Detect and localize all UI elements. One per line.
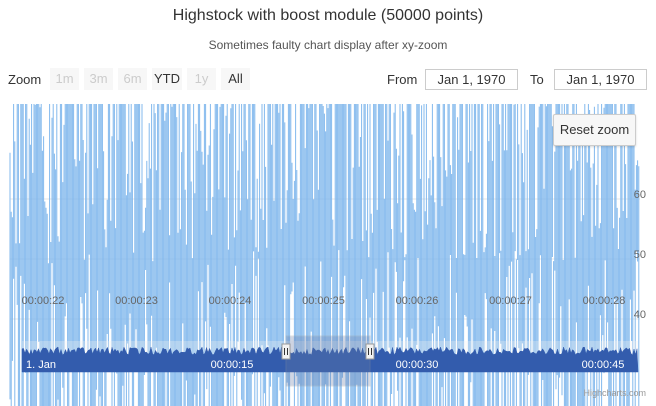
navigator-selection[interactable] <box>285 335 371 387</box>
handle-body[interactable] <box>365 343 375 360</box>
y-axis-labels: 40 50 60 <box>634 189 646 321</box>
handle-body[interactable] <box>281 343 291 360</box>
x-tick-label: 00:00:24 <box>209 295 252 307</box>
x-tick-label: 00:00:23 <box>115 295 158 307</box>
navigator-handle-left[interactable] <box>281 343 291 360</box>
navigator[interactable]: 1. Jan 00:00:15 00:00:30 00:00:45 <box>21 335 639 387</box>
zoom-button-all[interactable]: All <box>221 68 250 90</box>
navigator-tick-label: 1. Jan <box>26 359 56 371</box>
series-line <box>9 104 640 406</box>
navigator-tick-label: 00:00:30 <box>396 359 439 371</box>
grid-lines <box>10 198 640 320</box>
to-date-input[interactable]: Jan 1, 1970 <box>554 69 647 90</box>
navigator-handle-right[interactable] <box>365 343 375 360</box>
to-label: To <box>530 72 544 87</box>
x-tick-label: 00:00:26 <box>396 295 439 307</box>
chart-subtitle: Sometimes faulty chart display after xy-… <box>208 38 448 52</box>
from-date-input[interactable]: Jan 1, 1970 <box>425 69 518 90</box>
zoom-label: Zoom <box>8 72 42 87</box>
zoom-button-1m[interactable]: 1m <box>50 68 79 90</box>
series-path <box>9 104 640 406</box>
navigator-series <box>21 346 639 373</box>
zoom-button-3m[interactable]: 3m <box>84 68 113 90</box>
y-tick-label-40: 40 <box>634 309 646 321</box>
navigator-tick-label: 00:00:15 <box>211 359 254 371</box>
x-tick-label: 00:00:22 <box>22 295 65 307</box>
y-tick-label-60: 60 <box>634 189 646 201</box>
zoom-button-1y[interactable]: 1y <box>187 68 216 90</box>
navigator-tick-label: 00:00:45 <box>582 359 625 371</box>
x-tick-label: 00:00:28 <box>583 295 626 307</box>
x-axis-labels: 00:00:22 00:00:23 00:00:24 00:00:25 00:00:26… <box>22 295 626 307</box>
from-label: From <box>387 72 418 87</box>
zoom-button-group: 1m 3m 6m YTD 1y All <box>50 68 250 90</box>
x-tick-label: 00:00:27 <box>489 295 532 307</box>
x-tick-label: 00:00:25 <box>302 295 345 307</box>
zoom-button-6m[interactable]: 6m <box>118 68 147 90</box>
zoom-button-ytd[interactable]: YTD <box>152 68 182 90</box>
reset-zoom-button[interactable]: Reset zoom <box>553 114 636 146</box>
chart-title: Highstock with boost module (50000 point… <box>172 7 484 24</box>
y-tick-label-50: 50 <box>634 249 646 261</box>
credits-link[interactable]: Highcharts.com <box>583 388 646 398</box>
